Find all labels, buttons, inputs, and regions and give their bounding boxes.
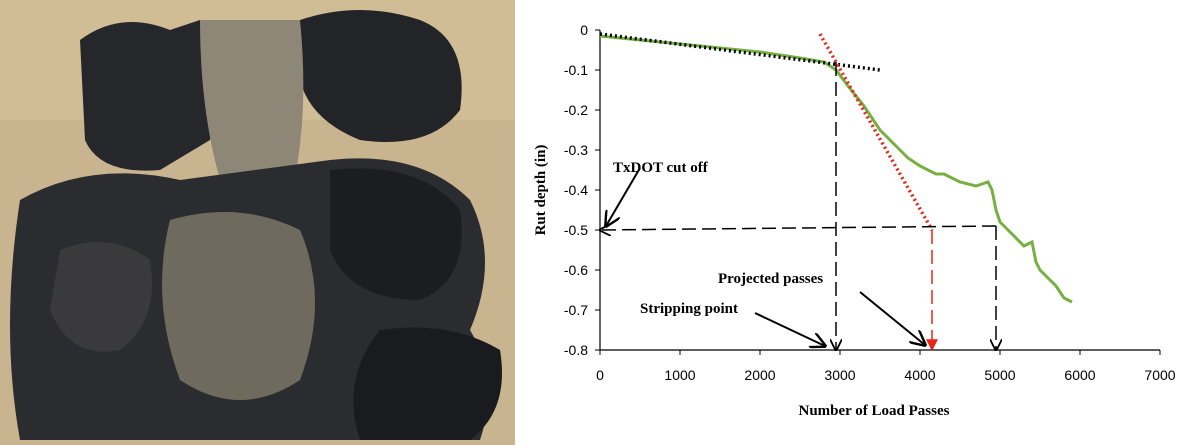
x-tick-label: 7000 bbox=[1144, 367, 1175, 383]
y-tick-label: -0.6 bbox=[564, 262, 588, 278]
y-tick-label: -0.7 bbox=[564, 302, 588, 318]
chart: Number of Load Passes Rut depth (in) 0 10… bbox=[533, 22, 1176, 419]
x-tick-label: 6000 bbox=[1064, 367, 1095, 383]
x-tick-label: 3000 bbox=[824, 367, 855, 383]
y-tick-label: -0.4 bbox=[564, 182, 588, 198]
y-tick-label: -0.3 bbox=[564, 142, 588, 158]
y-tick-label: -0.1 bbox=[564, 62, 588, 78]
y-axis-label: Rut depth (in) bbox=[533, 145, 549, 236]
annotation: Stripping point bbox=[640, 301, 738, 317]
x-tick-label: 1000 bbox=[664, 367, 695, 383]
y-tick-label: -0.8 bbox=[564, 342, 588, 358]
annotation-arrow bbox=[860, 292, 925, 345]
x-axis-label: Number of Load Passes bbox=[799, 403, 950, 419]
annotation: Projected passes bbox=[718, 271, 823, 287]
x-tick-label: 0 bbox=[596, 367, 604, 383]
guide-line bbox=[600, 226, 996, 230]
x-tick-label: 2000 bbox=[744, 367, 775, 383]
guide-line bbox=[820, 34, 932, 230]
annotation: TxDOT cut off bbox=[613, 160, 709, 176]
y-tick-label: -0.2 bbox=[564, 102, 588, 118]
y-tick-label: -0.5 bbox=[564, 222, 588, 238]
sample-photo bbox=[0, 0, 515, 445]
y-tick-label: 0 bbox=[580, 22, 588, 38]
annotation-arrow bbox=[606, 168, 640, 226]
figure: Number of Load Passes Rut depth (in) 0 10… bbox=[0, 0, 1189, 445]
annotation-arrow bbox=[755, 313, 825, 346]
x-tick-label: 4000 bbox=[904, 367, 935, 383]
x-tick-label: 5000 bbox=[984, 367, 1015, 383]
